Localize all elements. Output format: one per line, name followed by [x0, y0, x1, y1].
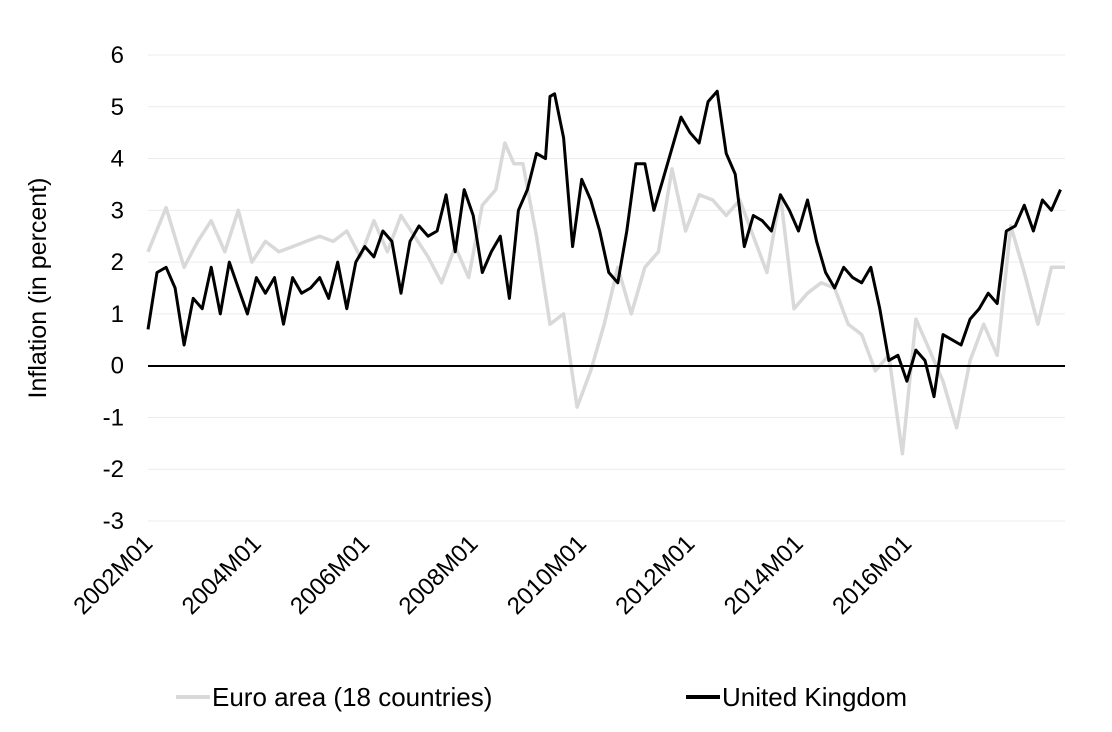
x-tick-label: 2010M01 [502, 530, 592, 620]
gridlines [148, 54, 1065, 522]
y-tick-label: -2 [103, 456, 124, 483]
y-tick-label: 3 [111, 197, 124, 224]
x-tick-label: 2016M01 [827, 530, 917, 620]
x-tick-label: 2012M01 [610, 530, 700, 620]
y-tick-label: 6 [111, 42, 124, 69]
y-axis-title: Inflation (in percent) [24, 178, 52, 399]
y-axis-ticks: -3 -2 -1 0 1 2 3 4 5 6 [103, 42, 124, 535]
series-line-united-kingdom [146, 89, 1062, 399]
x-tick-label: 2004M01 [177, 530, 267, 620]
series-lines [146, 89, 1065, 456]
y-tick-label: -1 [103, 404, 124, 431]
y-tick-label: 2 [111, 249, 124, 276]
y-tick-label: 4 [111, 146, 124, 173]
legend-label-united-kingdom: United Kingdom [722, 682, 907, 712]
series-line-euro-area [146, 141, 1065, 456]
x-tick-label: 2006M01 [285, 530, 375, 620]
y-tick-label: -3 [103, 508, 124, 535]
x-tick-label: 2002M01 [68, 530, 158, 620]
x-axis-ticks: 2002M01 2004M01 2006M01 2008M01 2010M01 2012M… [68, 530, 917, 620]
legend: Euro area (18 countries) United Kingdom [176, 682, 907, 712]
legend-label-euro-area: Euro area (18 countries) [212, 682, 492, 712]
y-tick-label: 1 [111, 301, 124, 328]
y-tick-label: 5 [111, 94, 124, 121]
x-tick-label: 2014M01 [719, 530, 809, 620]
x-tick-label: 2008M01 [394, 530, 484, 620]
y-tick-label: 0 [111, 353, 124, 380]
